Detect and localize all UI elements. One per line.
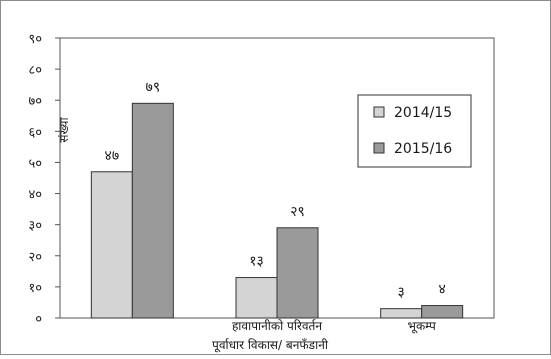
bar-value-label: ७९ [146, 79, 161, 95]
legend-label: 2015/16 [394, 141, 452, 157]
bar-2-1 [131, 102, 174, 319]
bar-2-2 [276, 227, 319, 319]
bar-value-label: २९ [290, 204, 305, 220]
y-tick-label: १० [28, 281, 42, 296]
legend-swatch [373, 106, 385, 118]
y-tick-label: ० [35, 312, 42, 327]
x-labels-group: हावापानीको परिवर्तन भूकम्प पूर्वाधार विकास… [212, 319, 436, 353]
bar-value-label: ३ [398, 285, 405, 301]
bar-value-label: ४ [439, 282, 446, 298]
bar-value-label: १३ [249, 254, 264, 270]
bar-1-3 [380, 308, 423, 319]
legend-label: 2014/15 [394, 105, 452, 121]
x-category-footer: पूर्वाधार विकास/ बनफँडानी [212, 338, 329, 353]
y-tick-label: ४० [28, 188, 42, 203]
y-tick-label: ९० [28, 32, 42, 47]
bar-labels-group: ४७ १३ ३ ७९ २९ ४ [105, 79, 446, 300]
y-tick-label: ३० [28, 219, 42, 234]
bars-group [90, 102, 464, 319]
bar-value-label: ४७ [105, 148, 120, 164]
bar-1-2 [235, 277, 278, 319]
y-tick-label: ६० [28, 125, 42, 140]
x-category-label: हावापानीको परिवर्तन [232, 319, 322, 333]
x-category-label: भूकम्प [408, 319, 436, 334]
y-axis-label: संख्या [57, 117, 71, 143]
legend: 2014/15 2015/16 [357, 94, 472, 168]
y-tick-label: ८० [28, 63, 42, 78]
legend-swatch [373, 142, 385, 154]
bar-2-3 [421, 305, 464, 319]
bar-1-1 [90, 171, 133, 319]
y-tick-label: ७० [28, 94, 42, 109]
y-axis: ० १० २० ३० ४० ५० ६० ७० ८० ९० [28, 32, 60, 327]
y-tick-label: २० [28, 250, 42, 265]
y-tick-label: ५० [28, 156, 42, 171]
